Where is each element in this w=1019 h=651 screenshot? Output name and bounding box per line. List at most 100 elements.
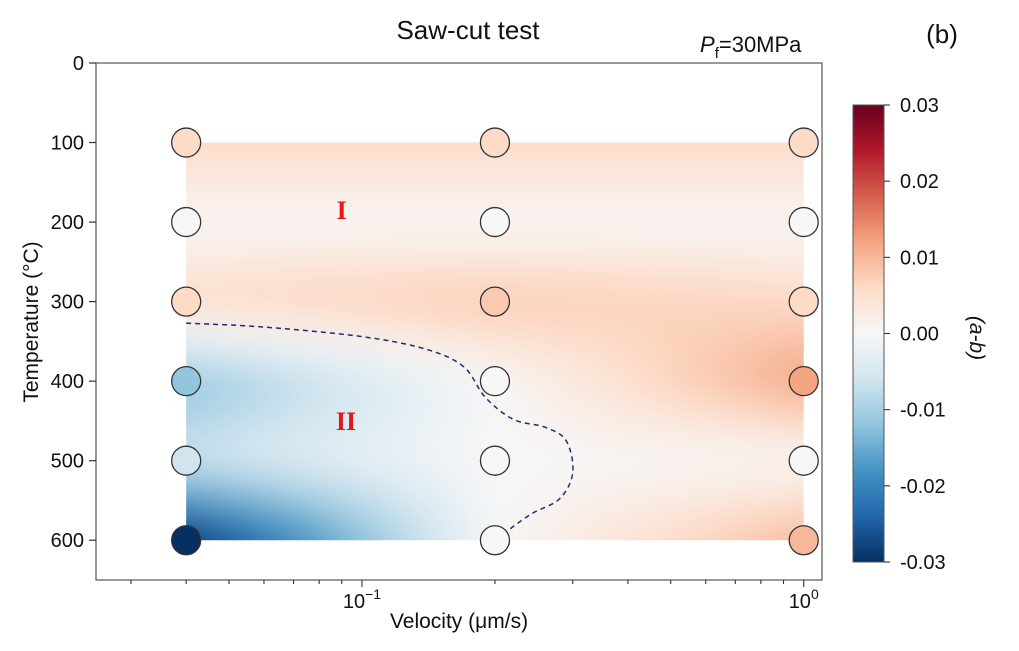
heat-cell <box>266 318 275 328</box>
heat-cell <box>362 326 371 336</box>
heat-cell <box>186 398 195 408</box>
heat-cell <box>610 366 619 376</box>
heat-cell <box>570 526 579 536</box>
heat-cell <box>698 166 707 176</box>
heat-cell <box>570 422 579 432</box>
heat-cell <box>586 286 595 296</box>
heat-cell <box>522 182 531 192</box>
heat-cell <box>706 238 715 248</box>
heat-cell <box>210 254 219 264</box>
heat-cell <box>314 494 323 504</box>
heat-cell <box>610 294 619 304</box>
heat-cell <box>362 310 371 320</box>
heat-cell <box>306 406 315 416</box>
heat-cell <box>490 486 499 496</box>
heat-cell <box>562 478 571 488</box>
heat-cell <box>650 262 659 272</box>
heat-cell <box>386 398 395 408</box>
heat-cell <box>642 470 651 480</box>
heat-cell <box>794 414 803 424</box>
heat-cell <box>402 398 411 408</box>
heat-cell <box>370 406 379 416</box>
heat-cell <box>322 454 331 464</box>
heat-cell <box>274 190 283 200</box>
heat-cell <box>562 422 571 432</box>
heat-cell <box>298 390 307 400</box>
heat-cell <box>442 390 451 400</box>
heat-cell <box>626 182 635 192</box>
heat-cell <box>802 254 804 264</box>
heat-cell <box>386 358 395 368</box>
heat-cell <box>602 534 611 541</box>
heat-cell <box>770 286 779 296</box>
heat-cell <box>282 342 291 352</box>
heat-cell <box>714 166 723 176</box>
heat-cell <box>602 230 611 240</box>
heat-cell <box>346 182 355 192</box>
heat-cell <box>746 142 755 152</box>
heat-cell <box>578 166 587 176</box>
heat-cell <box>522 294 531 304</box>
heat-cell <box>442 446 451 456</box>
heat-cell <box>458 222 467 232</box>
heat-cell <box>546 214 555 224</box>
heat-cell <box>762 182 771 192</box>
heat-cell <box>282 222 291 232</box>
heat-cell <box>610 174 619 184</box>
heat-cell <box>594 478 603 488</box>
heat-cell <box>770 190 779 200</box>
heat-cell <box>618 382 627 392</box>
heat-cell <box>482 494 491 504</box>
heat-cell <box>546 470 555 480</box>
heat-cell <box>546 422 555 432</box>
heat-cell <box>546 406 555 416</box>
heat-cell <box>450 390 459 400</box>
heat-cell <box>642 398 651 408</box>
heat-cell <box>458 374 467 384</box>
heat-cell <box>722 310 731 320</box>
heat-cell <box>618 318 627 328</box>
heat-cell <box>730 334 739 344</box>
heat-cell <box>610 478 619 488</box>
heat-cell <box>322 462 331 472</box>
heat-cell <box>234 302 243 312</box>
heat-cell <box>842 479 851 488</box>
heat-cell <box>506 502 515 512</box>
heat-cell <box>250 382 259 392</box>
heat-cell <box>402 302 411 312</box>
heat-cell <box>618 182 627 192</box>
heat-cell <box>274 142 283 152</box>
heat-cell <box>650 238 659 248</box>
heat-cell <box>362 486 371 496</box>
heat-cell <box>346 286 355 296</box>
heat-cell <box>458 438 467 448</box>
heat-cell <box>546 534 555 541</box>
heat-cell <box>258 294 267 304</box>
heat-cell <box>290 534 299 541</box>
heat-cell <box>730 366 739 376</box>
heat-cell <box>258 246 267 256</box>
heat-cell <box>538 174 547 184</box>
heat-cell <box>770 374 779 384</box>
heat-cell <box>674 190 683 200</box>
heat-cell <box>290 318 299 328</box>
heat-cell <box>514 166 523 176</box>
heat-cell <box>322 382 331 392</box>
heat-cell <box>770 270 779 280</box>
heat-cell <box>618 470 627 480</box>
heat-cell <box>306 430 315 440</box>
heat-cell <box>754 222 763 232</box>
heat-cell <box>602 446 611 456</box>
heat-cell <box>266 446 275 456</box>
heat-cell <box>434 318 443 328</box>
heat-cell <box>346 294 355 304</box>
heat-cell <box>802 342 804 352</box>
heat-cell <box>714 182 723 192</box>
heat-cell <box>778 374 787 384</box>
heat-cell <box>186 198 195 208</box>
heat-cell <box>770 454 779 464</box>
heat-cell <box>682 494 691 504</box>
heat-cell <box>618 390 627 400</box>
heat-cell <box>426 406 435 416</box>
heat-cell <box>826 503 835 512</box>
